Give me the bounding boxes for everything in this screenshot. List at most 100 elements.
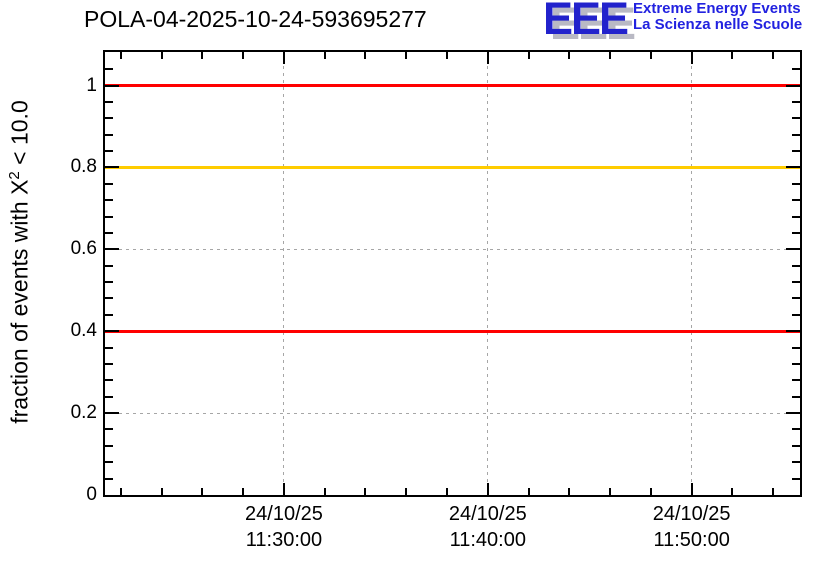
y-minor-tick bbox=[105, 346, 113, 349]
y-minor-tick bbox=[105, 215, 113, 218]
x-tick-label-date: 24/10/25 bbox=[245, 503, 323, 525]
x-minor-tick-top bbox=[160, 52, 163, 59]
x-minor-tick-top bbox=[527, 52, 530, 59]
y-minor-tick-right bbox=[792, 281, 800, 284]
x-minor-tick bbox=[323, 488, 326, 495]
x-minor-tick bbox=[242, 488, 245, 495]
vertical-gridline bbox=[691, 52, 693, 495]
y-minor-tick-right bbox=[792, 117, 800, 120]
y-minor-tick bbox=[105, 117, 113, 120]
y-minor-tick-right bbox=[792, 379, 800, 382]
y-minor-tick-right bbox=[792, 346, 800, 349]
x-minor-tick bbox=[568, 488, 571, 495]
x-major-tick-top bbox=[282, 52, 285, 64]
y-tick-label: 0 bbox=[86, 484, 97, 505]
y-minor-tick-right bbox=[792, 215, 800, 218]
x-minor-tick bbox=[201, 488, 204, 495]
x-tick-label-time: 11:50:00 bbox=[653, 529, 730, 551]
y-minor-tick bbox=[105, 281, 113, 284]
y-minor-tick bbox=[105, 100, 113, 103]
y-minor-tick bbox=[105, 182, 113, 185]
y-minor-tick-right bbox=[792, 68, 800, 71]
y-major-tick bbox=[105, 166, 119, 169]
y-major-tick-right bbox=[786, 330, 800, 333]
x-minor-tick-top bbox=[405, 52, 408, 59]
y-minor-tick bbox=[105, 362, 113, 365]
y-tick-label: 0.2 bbox=[70, 402, 97, 424]
y-minor-tick-right bbox=[792, 231, 800, 234]
x-minor-tick-top bbox=[731, 52, 734, 59]
horizontal-gridline bbox=[105, 248, 800, 250]
chart-title: POLA-04-2025-10-24-593695277 bbox=[84, 6, 427, 32]
y-major-tick-right bbox=[786, 412, 800, 415]
series-line-lower-limit-line bbox=[105, 329, 800, 333]
x-minor-tick bbox=[649, 488, 652, 495]
x-minor-tick-top bbox=[609, 52, 612, 59]
y-tick-label: 1 bbox=[86, 74, 97, 96]
x-tick-label-date: 24/10/25 bbox=[448, 503, 527, 525]
y-minor-tick bbox=[105, 379, 113, 382]
x-minor-tick bbox=[119, 488, 122, 495]
y-axis-title-prefix: fraction of events with Χ bbox=[6, 179, 33, 424]
y-minor-tick-right bbox=[792, 444, 800, 447]
y-tick-label: 0.4 bbox=[70, 320, 97, 342]
plot-frame bbox=[103, 50, 802, 497]
logo-subtitle-line1: Extreme Energy Events bbox=[633, 0, 801, 17]
y-minor-tick bbox=[105, 231, 113, 234]
x-minor-tick-top bbox=[772, 52, 775, 59]
vertical-gridline bbox=[283, 52, 285, 495]
y-minor-tick bbox=[105, 395, 113, 398]
y-major-tick bbox=[105, 330, 119, 333]
x-minor-tick-top bbox=[242, 52, 245, 59]
y-minor-tick-right bbox=[792, 297, 800, 300]
logo-subtitle-line2: La Scienza nelle Scuole bbox=[633, 16, 803, 33]
y-minor-tick-right bbox=[792, 264, 800, 267]
y-minor-tick-right bbox=[792, 150, 800, 153]
y-minor-tick bbox=[105, 68, 113, 71]
series-line-warning-line bbox=[105, 165, 800, 169]
x-minor-tick bbox=[405, 488, 408, 495]
x-tick-label-date: 24/10/25 bbox=[652, 503, 731, 525]
y-minor-tick bbox=[105, 444, 113, 447]
y-minor-tick-right bbox=[792, 100, 800, 103]
x-minor-tick-top bbox=[119, 52, 122, 59]
y-major-tick bbox=[105, 84, 119, 87]
y-major-tick-right bbox=[786, 84, 800, 87]
x-minor-tick-top bbox=[446, 52, 449, 59]
eee-logo-letters: EEE bbox=[543, 0, 629, 44]
y-minor-tick bbox=[105, 199, 113, 202]
y-major-tick-right bbox=[786, 248, 800, 251]
vertical-gridline bbox=[487, 52, 489, 495]
x-minor-tick bbox=[609, 488, 612, 495]
x-minor-tick-top bbox=[323, 52, 326, 59]
y-minor-tick bbox=[105, 477, 113, 480]
x-major-tick bbox=[282, 483, 285, 495]
y-minor-tick bbox=[105, 313, 113, 316]
x-tick-label: 24/10/25 11:40:00 bbox=[408, 501, 568, 553]
x-minor-tick bbox=[731, 488, 734, 495]
y-minor-tick bbox=[105, 133, 113, 136]
x-tick-label-time: 11:30:00 bbox=[245, 529, 323, 551]
y-minor-tick-right bbox=[792, 362, 800, 365]
y-tick-label: 0.8 bbox=[70, 156, 97, 178]
y-minor-tick-right bbox=[792, 182, 800, 185]
y-minor-tick-right bbox=[792, 428, 800, 431]
x-minor-tick-top bbox=[201, 52, 204, 59]
y-minor-tick bbox=[105, 297, 113, 300]
x-tick-label: 24/10/25 11:30:00 bbox=[204, 501, 364, 553]
x-minor-tick-top bbox=[568, 52, 571, 59]
x-major-tick-top bbox=[486, 52, 489, 64]
y-minor-tick bbox=[105, 461, 113, 464]
x-major-tick-top bbox=[690, 52, 693, 64]
y-minor-tick-right bbox=[792, 461, 800, 464]
series-line-upper-limit-line bbox=[105, 84, 800, 88]
x-minor-tick bbox=[364, 488, 367, 495]
plot-area bbox=[105, 52, 800, 495]
x-minor-tick bbox=[160, 488, 163, 495]
y-minor-tick bbox=[105, 428, 113, 431]
y-tick-label: 0.6 bbox=[70, 238, 97, 260]
y-major-tick bbox=[105, 412, 119, 415]
y-minor-tick-right bbox=[792, 395, 800, 398]
x-tick-label-time: 11:40:00 bbox=[449, 529, 526, 551]
